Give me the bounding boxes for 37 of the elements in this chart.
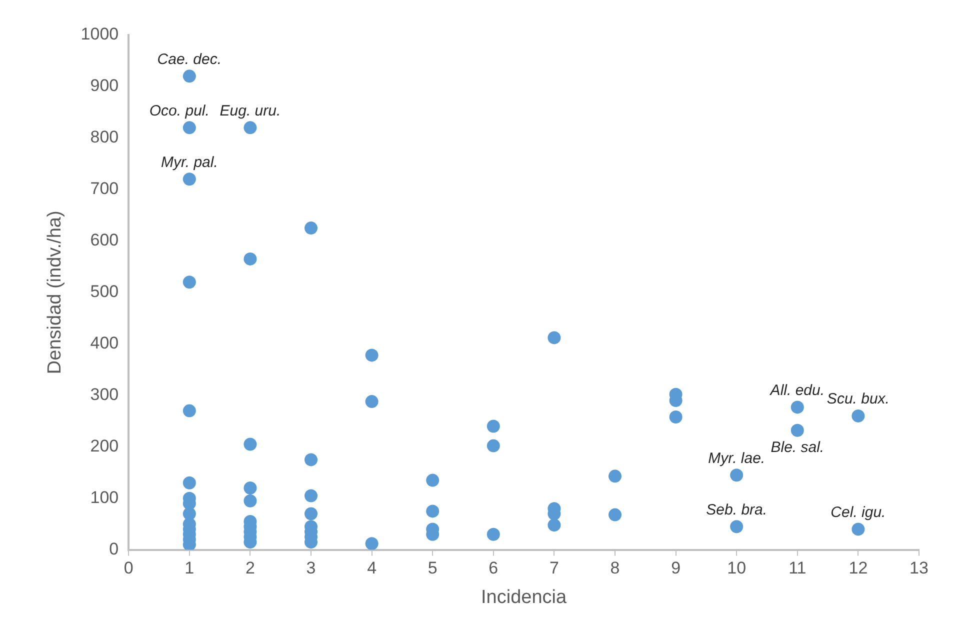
x-tick-label: 3 <box>306 558 316 578</box>
x-tick-label: 7 <box>549 558 559 578</box>
x-tick-label: 8 <box>610 558 620 578</box>
annotation: Cel. igu. <box>830 504 886 521</box>
x-tick-label: 1 <box>184 558 194 578</box>
x-tick-label: 12 <box>848 558 868 578</box>
annotation: Myr. pal. <box>160 154 218 171</box>
annotation: Myr. lae. <box>708 450 766 467</box>
y-tick-label: 900 <box>90 76 119 96</box>
x-tick-label: 2 <box>245 558 255 578</box>
y-tick-label: 800 <box>90 128 119 147</box>
x-tick-label: 11 <box>788 558 806 578</box>
y-tick-label: 100 <box>90 488 119 508</box>
x-tick-label: 6 <box>488 558 498 578</box>
annotation: Eug. uru. <box>220 102 281 120</box>
y-tick-label: 300 <box>90 385 119 404</box>
x-tick-label: 0 <box>124 558 134 578</box>
annotation: Seb. bra. <box>706 501 768 518</box>
annotation: Oco. pul. <box>149 102 210 120</box>
y-tick-label: 400 <box>90 334 119 353</box>
y-tick-label: 0 <box>109 539 119 558</box>
annotation: Cae. dec. <box>157 50 222 68</box>
x-tick-label: 4 <box>367 558 377 578</box>
x-tick-label: 13 <box>910 558 928 578</box>
y-tick-label: 600 <box>90 230 119 250</box>
y-tick-label: 200 <box>90 436 119 456</box>
x-axis-title: Incidencia <box>481 586 568 608</box>
y-tick-label: 500 <box>90 282 119 302</box>
x-tick-label: 9 <box>671 558 681 578</box>
annotation: Ble. sal. <box>770 439 824 456</box>
annotation: Scu. bux. <box>826 390 890 408</box>
x-tick-label: 10 <box>727 558 746 578</box>
x-tick-label: 5 <box>428 558 438 578</box>
y-tick-label: 700 <box>90 179 119 198</box>
y-tick-label: 1000 <box>80 24 119 44</box>
y-axis-title: Densidad (indv./ha) <box>44 210 66 374</box>
annotation: All. edu. <box>769 382 825 399</box>
